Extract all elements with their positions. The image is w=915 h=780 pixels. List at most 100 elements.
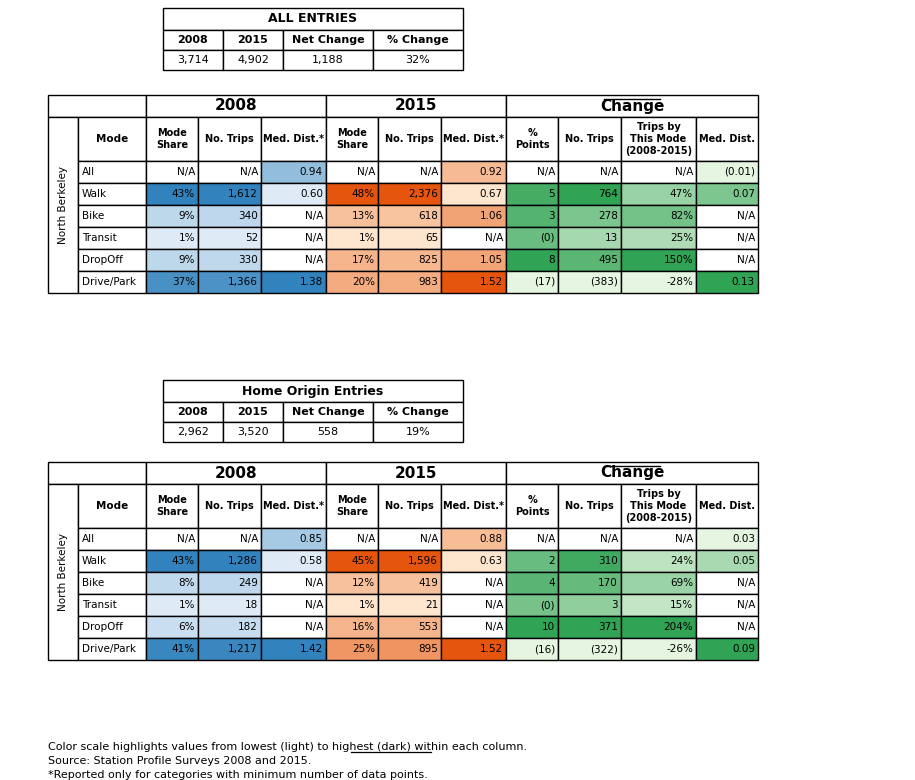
Bar (78, 205, 146, 227)
Text: 1,188: 1,188 (312, 55, 344, 65)
Bar (326, 616, 378, 638)
Text: 1%: 1% (359, 600, 375, 610)
Bar (441, 271, 506, 293)
Bar (261, 271, 326, 293)
Bar (146, 183, 198, 205)
Bar (378, 249, 441, 271)
Text: 0.58: 0.58 (300, 556, 323, 566)
Text: 1,286: 1,286 (228, 556, 258, 566)
Bar (78, 638, 146, 660)
Text: 419: 419 (418, 578, 438, 588)
Bar (378, 161, 441, 183)
Text: 2008: 2008 (215, 98, 257, 114)
Text: 6%: 6% (178, 622, 195, 632)
Text: (0.01): (0.01) (724, 167, 755, 177)
Text: Mode
Share: Mode Share (336, 128, 368, 150)
Text: N/A: N/A (305, 600, 323, 610)
Bar (378, 183, 441, 205)
Text: 2015: 2015 (238, 407, 268, 417)
Bar (558, 484, 621, 528)
Text: 204%: 204% (663, 622, 693, 632)
Text: ALL ENTRIES: ALL ENTRIES (268, 12, 358, 26)
Bar (441, 572, 506, 594)
Text: Med. Dist.: Med. Dist. (699, 501, 755, 511)
Bar (223, 50, 283, 70)
Text: N/A: N/A (674, 167, 693, 177)
Bar (506, 616, 558, 638)
Bar (696, 183, 758, 205)
Bar (48, 462, 146, 484)
Bar (326, 227, 378, 249)
Bar (261, 594, 326, 616)
Bar (146, 594, 198, 616)
Bar (326, 117, 378, 161)
Text: 0.88: 0.88 (479, 534, 503, 544)
Text: 82%: 82% (670, 211, 693, 221)
Text: 1.52: 1.52 (479, 277, 503, 287)
Text: N/A: N/A (240, 167, 258, 177)
Bar (326, 249, 378, 271)
Text: North Berkeley: North Berkeley (58, 533, 68, 611)
Text: 9%: 9% (178, 211, 195, 221)
Bar (261, 249, 326, 271)
Bar (506, 205, 558, 227)
Bar (378, 271, 441, 293)
Bar (146, 550, 198, 572)
Text: Med. Dist.*: Med. Dist.* (263, 134, 324, 144)
Bar (506, 528, 558, 550)
Bar (146, 161, 198, 183)
Text: 1%: 1% (178, 233, 195, 243)
Bar (146, 117, 198, 161)
Bar (378, 117, 441, 161)
Text: 20%: 20% (352, 277, 375, 287)
Bar (558, 616, 621, 638)
Text: 4: 4 (548, 578, 555, 588)
Text: Med. Dist.*: Med. Dist.* (263, 501, 324, 511)
Bar (78, 249, 146, 271)
Text: 8%: 8% (178, 578, 195, 588)
Text: N/A: N/A (599, 167, 618, 177)
Text: 330: 330 (238, 255, 258, 265)
Text: 1.05: 1.05 (479, 255, 503, 265)
Bar (378, 484, 441, 528)
Text: 1.52: 1.52 (479, 644, 503, 654)
Bar (198, 227, 261, 249)
Text: 0.60: 0.60 (300, 189, 323, 199)
Bar (78, 528, 146, 550)
Text: 3: 3 (611, 600, 618, 610)
Bar (146, 95, 326, 117)
Bar (558, 117, 621, 161)
Text: Mode: Mode (96, 501, 128, 511)
Bar (696, 484, 758, 528)
Bar (621, 183, 696, 205)
Text: 764: 764 (598, 189, 618, 199)
Bar (78, 227, 146, 249)
Bar (261, 484, 326, 528)
Bar (48, 484, 78, 660)
Text: No. Trips: No. Trips (205, 501, 253, 511)
Text: 0.63: 0.63 (479, 556, 503, 566)
Bar (326, 161, 378, 183)
Text: Med. Dist.*: Med. Dist.* (443, 134, 504, 144)
Text: 3,520: 3,520 (237, 427, 269, 437)
Bar (163, 8, 463, 30)
Text: N/A: N/A (737, 622, 755, 632)
Text: % Change: % Change (387, 407, 449, 417)
Bar (198, 638, 261, 660)
Bar (558, 638, 621, 660)
Text: Med. Dist.*: Med. Dist.* (443, 501, 504, 511)
Bar (326, 271, 378, 293)
Text: 24%: 24% (670, 556, 693, 566)
Text: 48%: 48% (352, 189, 375, 199)
Bar (198, 594, 261, 616)
Text: 32%: 32% (405, 55, 430, 65)
Bar (621, 205, 696, 227)
Text: 0.94: 0.94 (300, 167, 323, 177)
Bar (78, 616, 146, 638)
Text: Walk: Walk (82, 556, 107, 566)
Bar (441, 638, 506, 660)
Text: 25%: 25% (352, 644, 375, 654)
Text: 1%: 1% (359, 233, 375, 243)
Bar (506, 484, 558, 528)
Text: 13: 13 (605, 233, 618, 243)
